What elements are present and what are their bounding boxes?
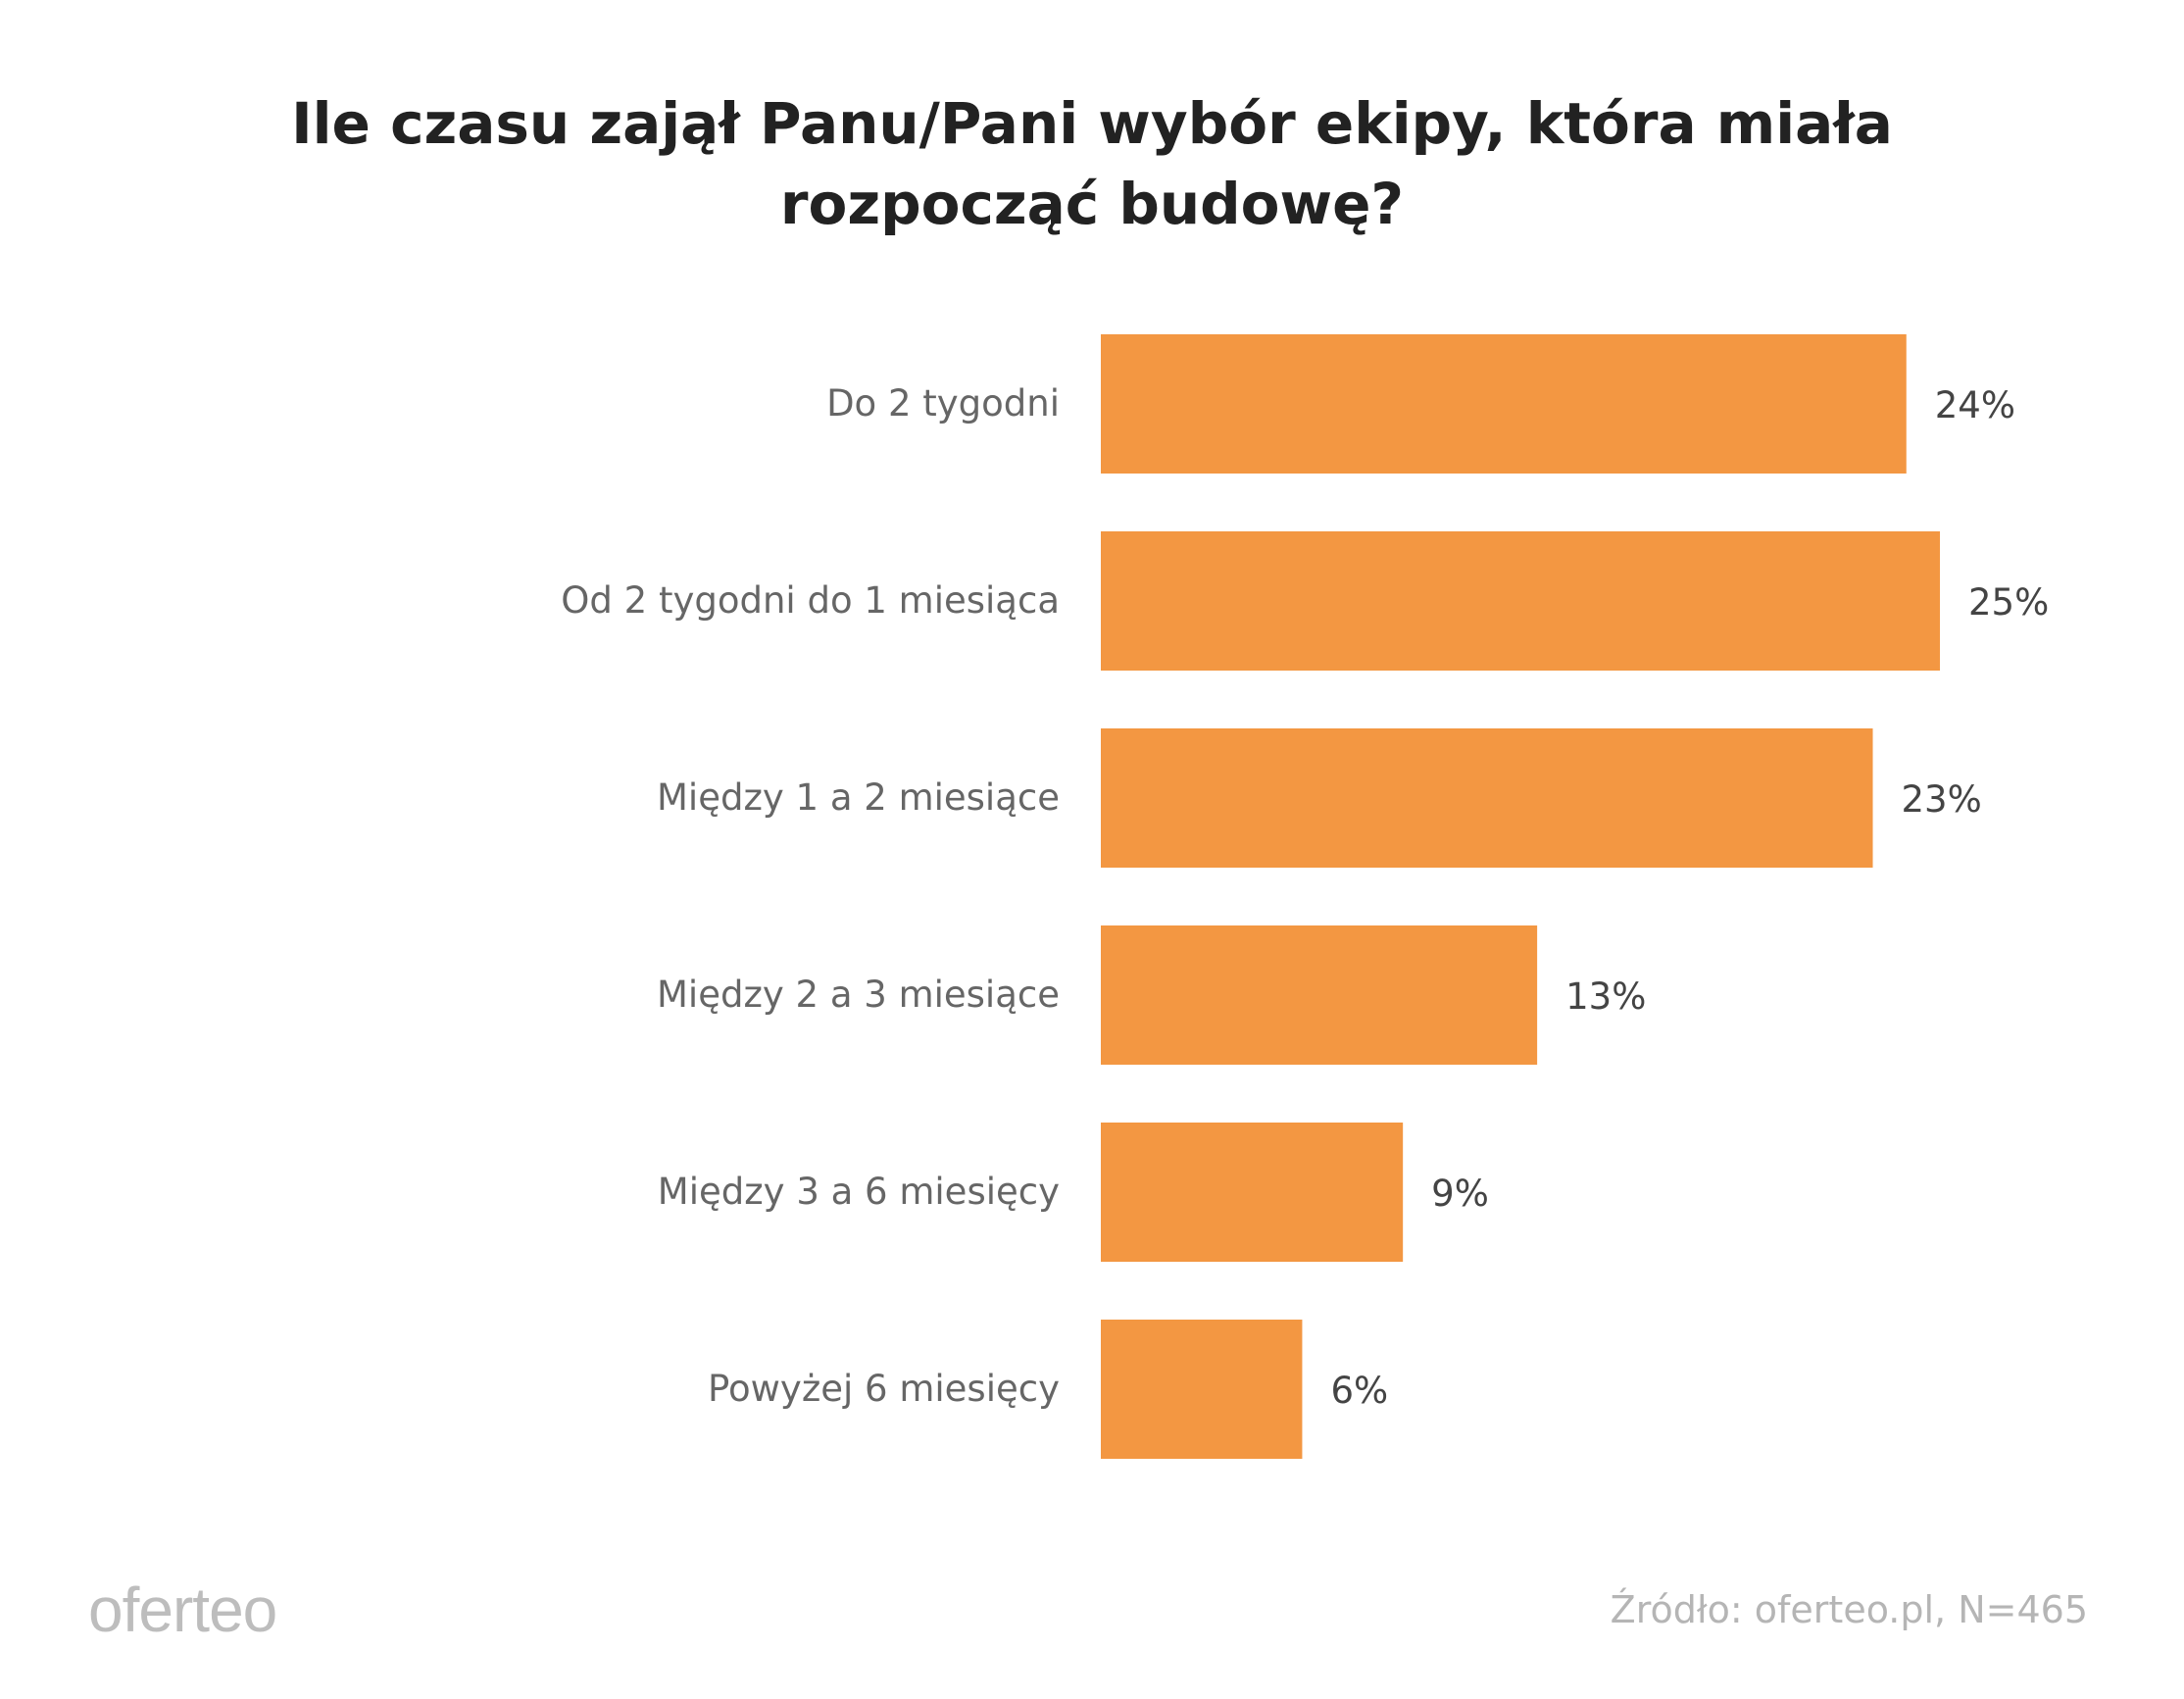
chart-title: Ile czasu zajął Panu/Pani wybór ekipy, k… — [0, 83, 2184, 244]
category-label: Od 2 tygodni do 1 miesiąca — [561, 579, 1060, 622]
category-label: Między 3 a 6 miesięcy — [658, 1171, 1060, 1213]
bar — [1101, 728, 1873, 868]
title-line-1: Ile czasu zajął Panu/Pani wybór ekipy, k… — [291, 90, 1893, 157]
bar — [1101, 1123, 1404, 1262]
bar — [1101, 531, 1940, 671]
category-label: Między 1 a 2 miesiące — [657, 776, 1060, 819]
value-label: 6% — [1330, 1370, 1388, 1412]
source-note: Źródło: oferteo.pl, N=465 — [1610, 1588, 2088, 1631]
value-label: 25% — [1968, 581, 2049, 624]
value-label: 24% — [1935, 384, 2015, 426]
category-label: Do 2 tygodni — [826, 382, 1060, 425]
bar — [1101, 334, 1907, 474]
value-label: 13% — [1565, 975, 1646, 1018]
category-label: Powyżej 6 miesięcy — [708, 1368, 1060, 1410]
category-label: Między 2 a 3 miesiące — [657, 974, 1060, 1016]
title-line-2: rozpocząć budowę? — [779, 171, 1405, 237]
oferteo-logo: oferteo — [88, 1574, 277, 1645]
bar — [1101, 925, 1538, 1065]
bar — [1101, 1320, 1303, 1459]
value-label: 9% — [1431, 1173, 1489, 1215]
value-label: 23% — [1902, 778, 1982, 821]
